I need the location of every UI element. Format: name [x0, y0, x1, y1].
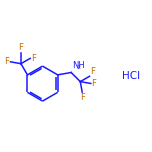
- Text: 2: 2: [76, 65, 80, 70]
- Text: F: F: [19, 43, 23, 52]
- Text: F: F: [80, 93, 85, 102]
- Text: NH: NH: [72, 61, 85, 70]
- Text: F: F: [92, 79, 96, 88]
- Text: HCl: HCl: [122, 71, 140, 81]
- Text: F: F: [90, 67, 95, 76]
- Text: F: F: [31, 54, 36, 62]
- Text: F: F: [4, 57, 9, 66]
